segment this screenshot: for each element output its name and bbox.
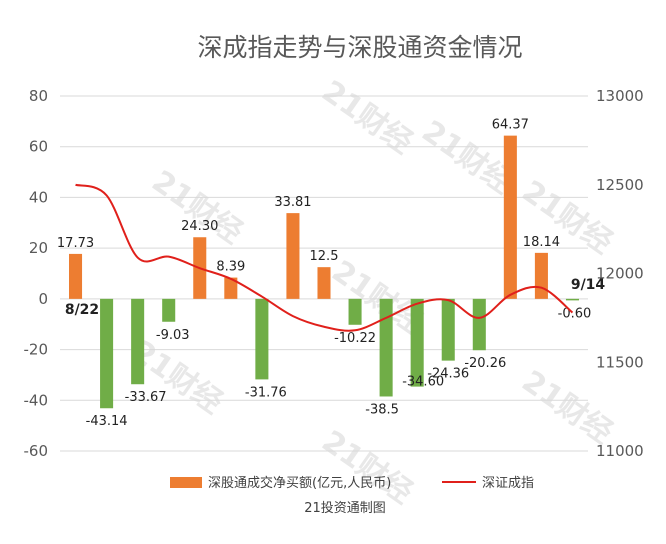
bar — [100, 298, 114, 409]
bar-data-label: 33.81 — [274, 195, 311, 210]
gridlines — [60, 95, 588, 452]
bar — [348, 298, 362, 325]
left-axis-tick-label: 40 — [29, 188, 48, 206]
bar-data-label: -43.14 — [86, 414, 128, 429]
left-axis-tick-label: 0 — [38, 290, 48, 308]
index-line — [75, 183, 574, 332]
bar — [255, 298, 269, 380]
bar-data-label: 18.14 — [523, 235, 560, 250]
left-axis-tick-label: 80 — [29, 87, 48, 105]
bar — [224, 277, 238, 299]
bar-data-label: 64.37 — [492, 118, 529, 133]
left-axis-tick-label: -20 — [24, 341, 49, 359]
bar-series — [69, 135, 579, 409]
bar — [131, 298, 145, 385]
watermark-text: 21财经 — [315, 424, 418, 511]
right-axis-tick-label: 11500 — [596, 353, 644, 371]
chart-title: 深成指走势与深股通资金情况 — [197, 33, 522, 62]
legend-label-line: 深证成指 — [482, 476, 534, 491]
index-line-series — [75, 183, 574, 332]
bar — [162, 298, 176, 322]
legend-label-bars: 深股通成交净买额(亿元,人民币) — [208, 475, 391, 491]
start-date-label: 8/22 — [65, 302, 99, 318]
bar-data-label: -24.36 — [427, 367, 469, 382]
bar-data-label: -0.60 — [558, 306, 592, 321]
bar-data-label: -33.67 — [125, 390, 167, 405]
left-axis-tick-label: 20 — [29, 239, 48, 257]
bar-data-label: 17.73 — [57, 236, 94, 251]
left-axis-ticks: 80 60 40 20 0 -20 -40 -60 — [24, 87, 49, 460]
bar-data-label: -20.26 — [464, 356, 506, 371]
watermark-text: 21财经 — [515, 364, 618, 451]
bar-data-label: -34.60 — [402, 375, 444, 390]
bar — [534, 252, 548, 299]
bar-data-label: -10.22 — [334, 331, 376, 346]
right-axis-tick-label: 12000 — [596, 265, 644, 283]
bar — [317, 267, 331, 299]
right-axis-tick-label: 13000 — [596, 87, 644, 105]
end-date-label: 9/14 — [571, 277, 606, 293]
bar — [379, 298, 393, 397]
bar — [503, 135, 517, 299]
bar — [286, 213, 300, 299]
bar-data-label: 8.39 — [216, 260, 245, 275]
bar-data-labels: 17.73 -43.14 -33.67 -9.03 24.30 8.39 -31.76 33.… — [57, 118, 591, 430]
bar — [565, 298, 579, 301]
bar — [472, 298, 486, 351]
chart-credit: 21投资通制图 — [304, 500, 386, 516]
watermark-text: 21财经 — [315, 74, 418, 161]
bar-data-label: -9.03 — [156, 328, 190, 343]
bar-data-label: 24.30 — [181, 219, 218, 234]
right-axis-tick-label: 11000 — [596, 442, 644, 460]
bar-data-label: -38.5 — [365, 402, 399, 417]
left-axis-tick-label: -60 — [24, 442, 49, 460]
left-axis-tick-label: -40 — [24, 391, 49, 409]
right-axis-ticks: 13000 12500 12000 11500 11000 — [596, 87, 644, 460]
legend-swatch-bars — [170, 477, 202, 488]
left-axis-tick-label: 60 — [29, 138, 48, 156]
bar — [441, 298, 455, 361]
bar — [410, 298, 424, 387]
bar-data-label: 12.5 — [310, 249, 339, 264]
legend: 深股通成交净买额(亿元,人民币) 深证成指 — [170, 475, 534, 491]
right-axis-tick-label: 12500 — [596, 176, 644, 194]
bar-data-label: -31.76 — [245, 385, 287, 400]
bar — [69, 253, 83, 299]
